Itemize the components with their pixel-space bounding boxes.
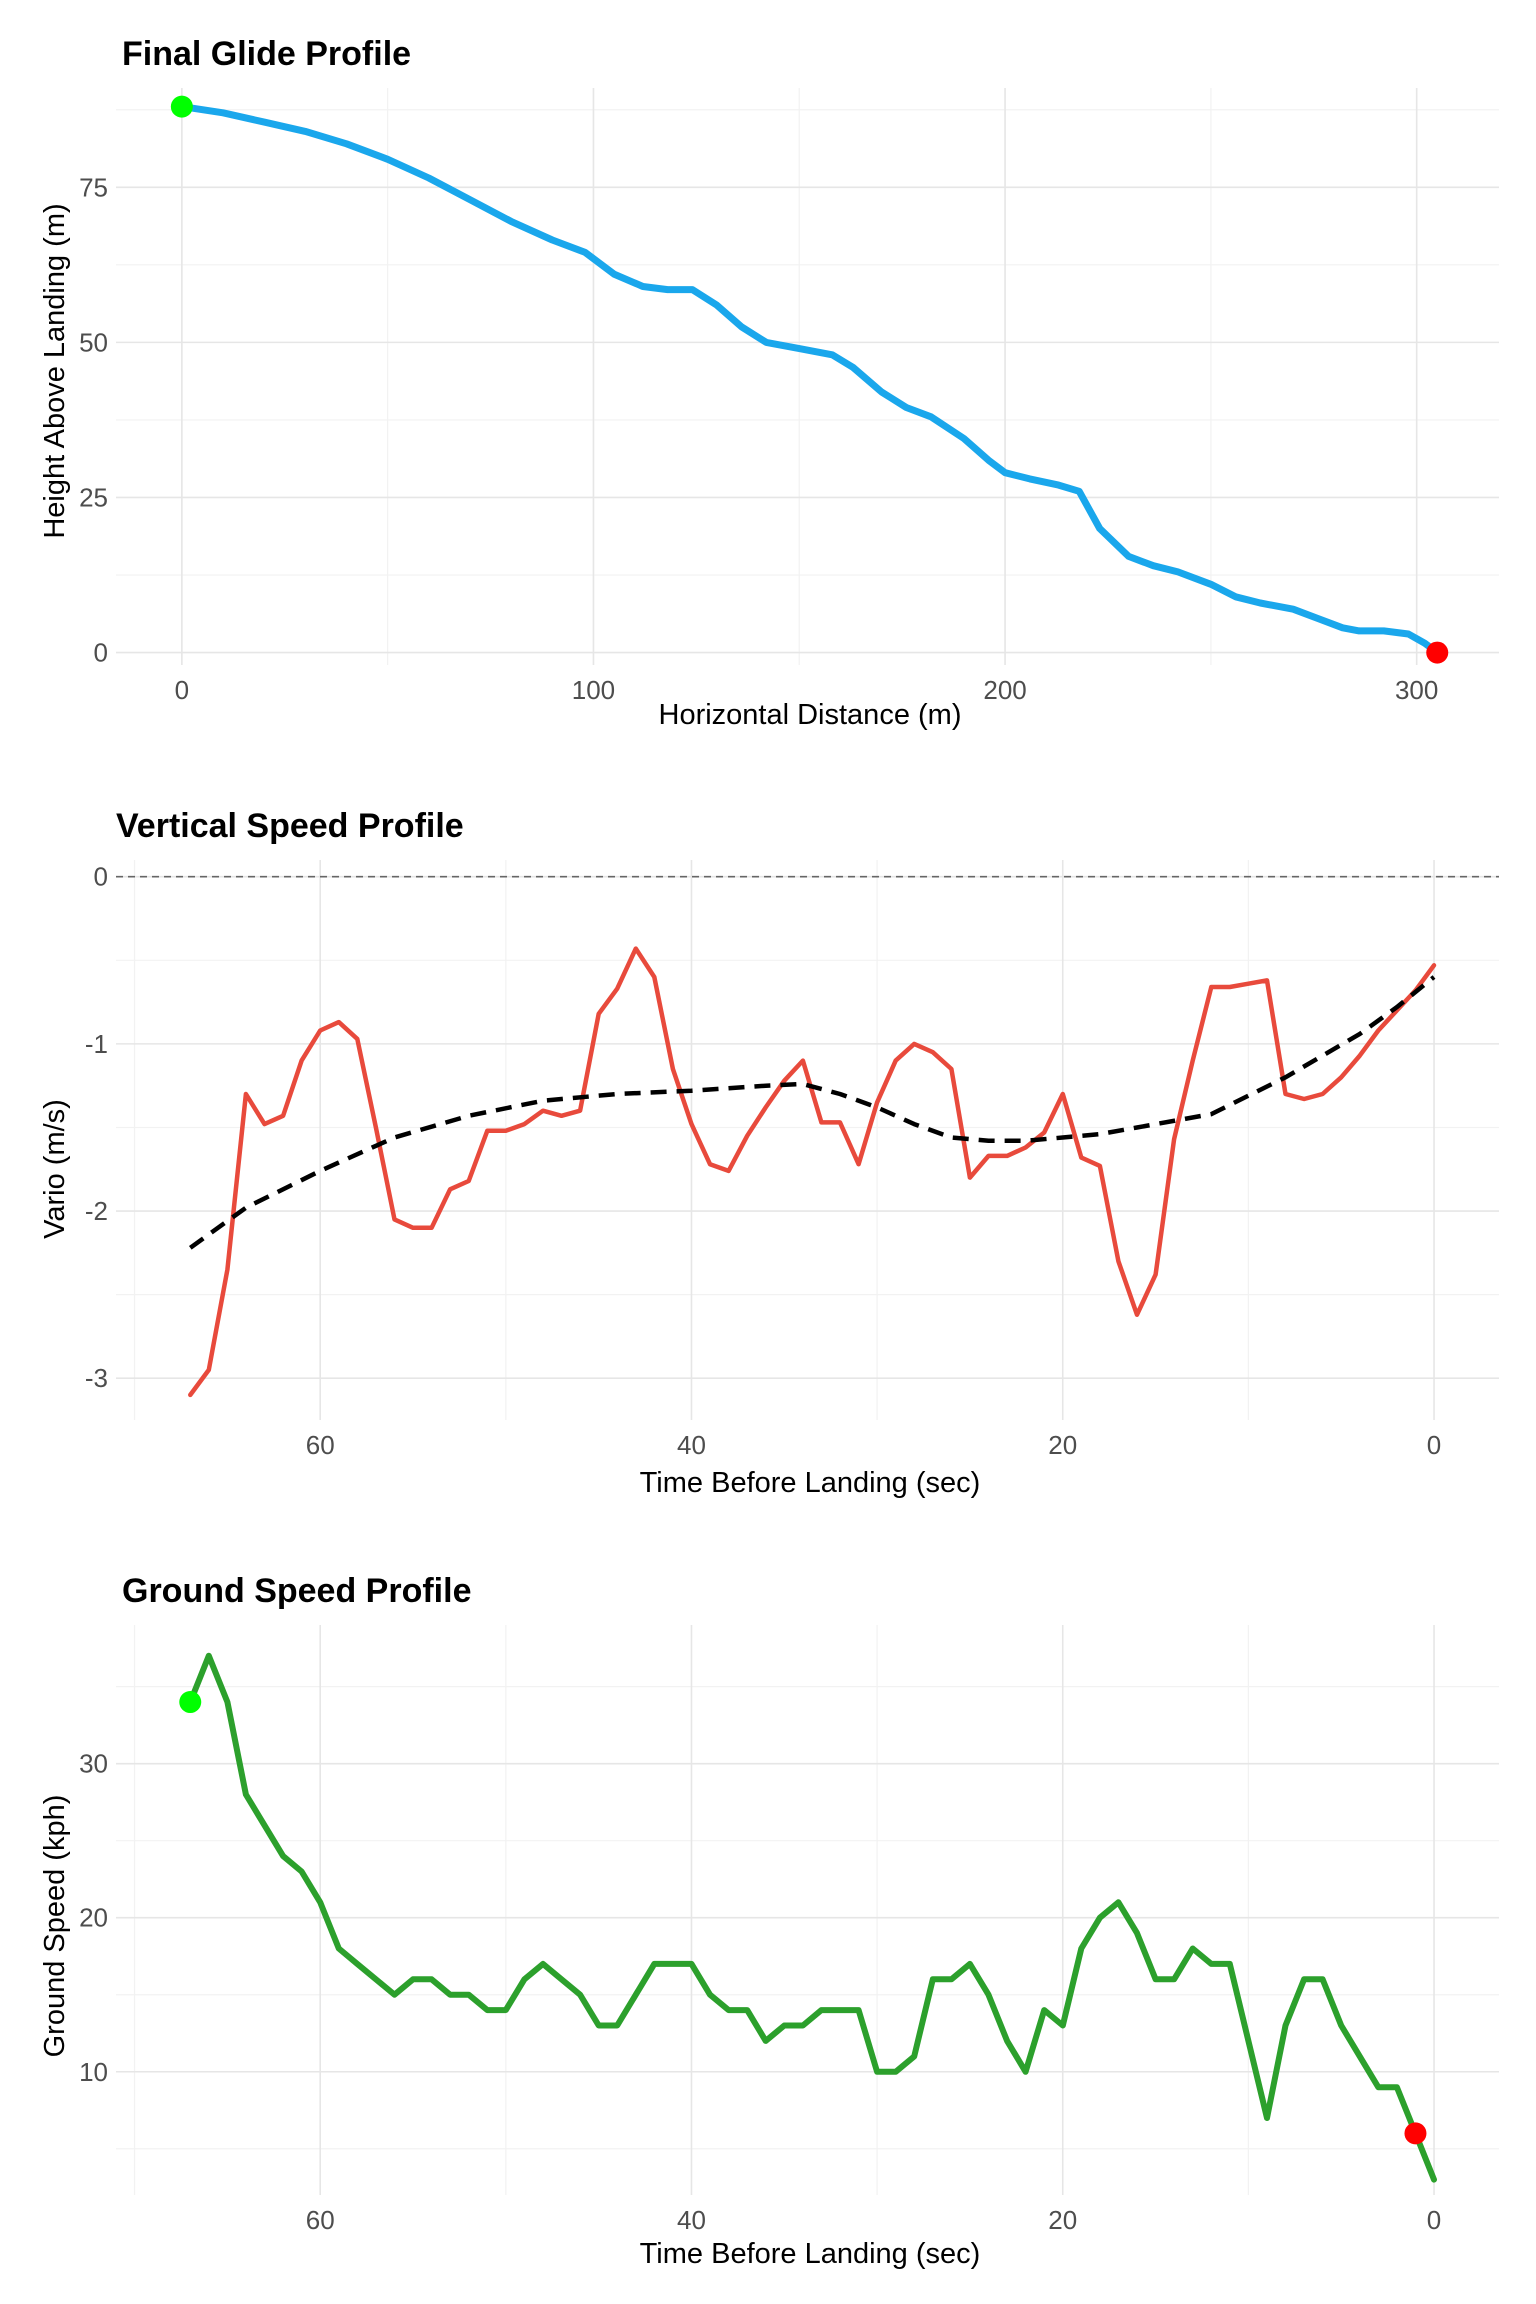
x-tick-label: 100 — [572, 675, 615, 705]
tick-labels: 60 40 20 0 10 20 30 — [79, 1749, 1441, 2235]
chart-title: Ground Speed Profile — [122, 1572, 471, 1610]
start-marker — [170, 95, 193, 118]
y-axis-label: Height Above Landing (m) — [39, 203, 71, 538]
x-tick-label: 0 — [175, 675, 189, 705]
series-line — [187, 1652, 1437, 2183]
x-tick-label: 0 — [1427, 2205, 1441, 2235]
x-tick-label: 20 — [1048, 2205, 1077, 2235]
y-tick-label: 0 — [94, 638, 108, 668]
trend-line — [188, 975, 1436, 1250]
y-tick-label: 0 — [94, 862, 108, 892]
ground-speed-panel: Ground Speed Profile 60 40 20 0 10 20 30 Time … — [39, 1572, 1499, 2270]
plot-area — [116, 875, 1499, 1398]
chart-title: Vertical Speed Profile — [116, 807, 464, 845]
y-tick-label: 20 — [79, 1903, 108, 1933]
y-tick-label: -2 — [85, 1196, 108, 1226]
x-axis-label: Time Before Landing (sec) — [640, 2238, 981, 2270]
end-marker — [1404, 2122, 1427, 2145]
y-tick-label: 75 — [79, 172, 108, 202]
x-axis-label: Time Before Landing (sec) — [640, 1467, 981, 1499]
x-tick-label: 40 — [677, 2205, 706, 2235]
y-tick-label: 30 — [79, 1749, 108, 1779]
x-axis-label: Horizontal Distance (m) — [659, 699, 962, 731]
gridlines — [116, 860, 1499, 1420]
y-axis-label: Ground Speed (kph) — [39, 1795, 71, 2058]
y-tick-label: 10 — [79, 2057, 108, 2087]
gridlines — [116, 88, 1499, 665]
gridlines — [116, 1625, 1499, 2195]
vario-line — [188, 946, 1437, 1398]
glide-profile-panel: Final Glide Profile 0 100 200 300 0 25 50 75 Ho… — [39, 35, 1499, 731]
x-tick-label: 60 — [306, 1430, 335, 1460]
y-tick-label: -3 — [85, 1363, 108, 1393]
y-axis-label: Vario (m/s) — [39, 1099, 71, 1239]
x-tick-label: 0 — [1427, 1430, 1441, 1460]
x-tick-label: 20 — [1048, 1430, 1077, 1460]
plot-area — [179, 1652, 1437, 2183]
y-tick-label: -1 — [85, 1029, 108, 1059]
x-tick-label: 200 — [983, 675, 1026, 705]
x-tick-label: 60 — [306, 2205, 335, 2235]
chart-title: Final Glide Profile — [122, 35, 411, 73]
plot-area — [170, 95, 1449, 664]
y-tick-label: 50 — [79, 327, 108, 357]
y-tick-label: 25 — [79, 482, 108, 512]
tick-labels: 0 100 200 300 0 25 50 75 — [79, 172, 1438, 705]
x-tick-label: 300 — [1395, 675, 1438, 705]
x-tick-label: 40 — [677, 1430, 706, 1460]
tick-labels: 60 40 20 0 0 -1 -2 -3 — [85, 862, 1441, 1460]
series-line — [178, 103, 1441, 657]
start-marker — [179, 1691, 202, 1714]
end-marker — [1426, 641, 1449, 664]
vertical-speed-panel: Vertical Speed Profile 60 40 20 0 0 -1 -2 -3 Ti… — [39, 807, 1499, 1499]
